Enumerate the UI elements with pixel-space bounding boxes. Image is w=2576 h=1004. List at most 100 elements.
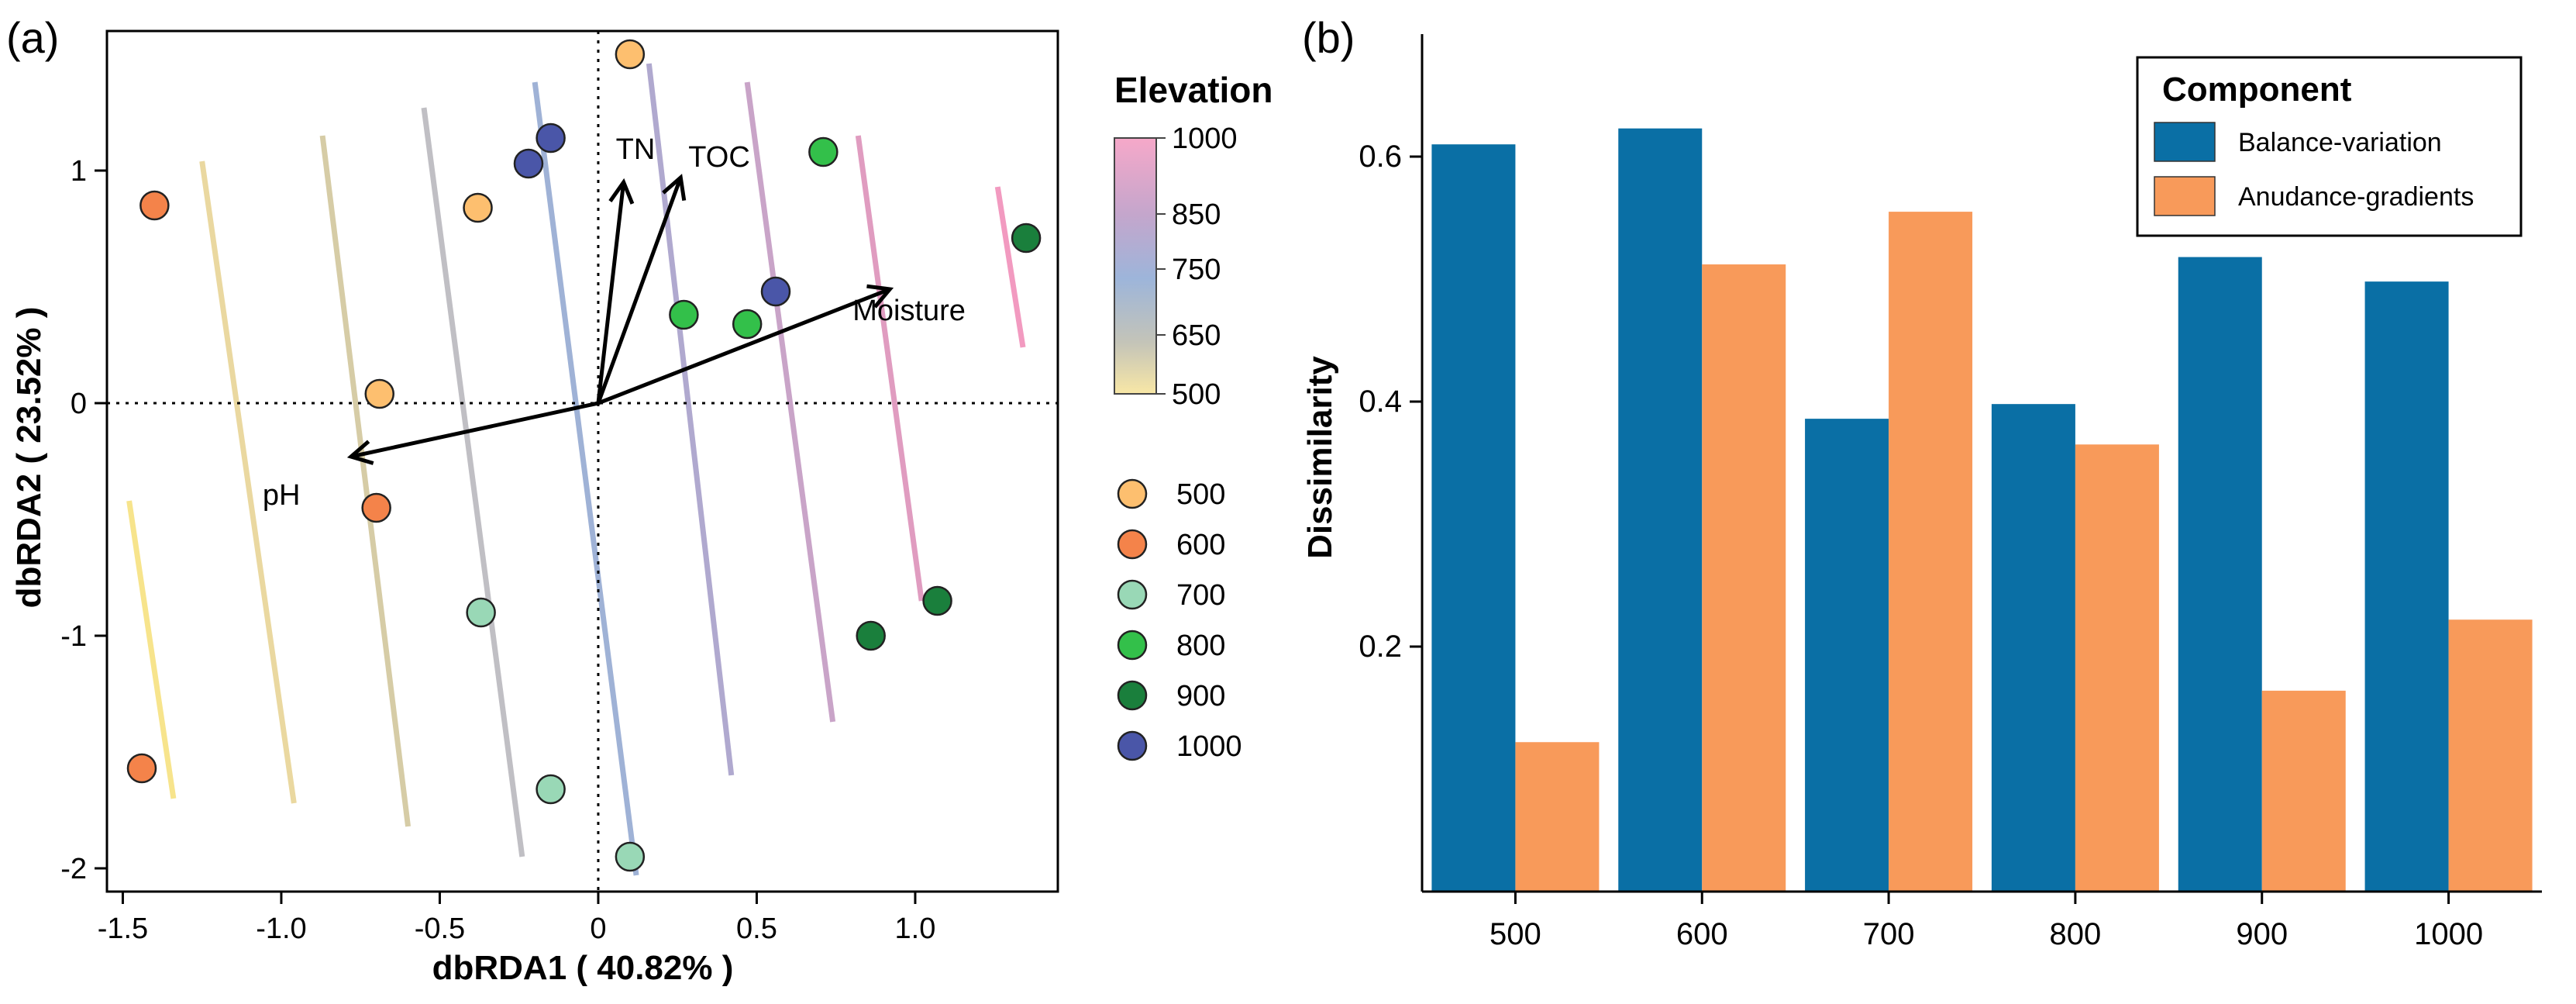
contour-line-550 (199, 160, 297, 804)
legend-title-b: Component (2162, 71, 2352, 109)
y-axis-label-a: dbRDA2 ( 23.52% ) (10, 307, 48, 609)
legend-label-600: 600 (1176, 529, 1225, 561)
vector-arrow-tn (596, 181, 626, 404)
x-tick-label-b: 900 (2236, 917, 2288, 951)
x-tick-label: 0.5 (736, 913, 777, 945)
x-axis-label-a: dbRDA1 ( 40.82% ) (432, 949, 734, 987)
plot-a-frame (105, 29, 1059, 893)
panel-a-label: (a) (6, 13, 59, 62)
contour-line-700 (532, 81, 639, 876)
colorbar-labels: 1000 850 750 650 500 (1156, 122, 1238, 411)
point-600-1 (139, 190, 170, 221)
legend-label-700: 700 (1176, 579, 1225, 612)
y-tick-label: 1 (71, 155, 87, 188)
vector-label-tn: TN (616, 133, 656, 166)
colorbar (1114, 137, 1157, 395)
point-800-2 (669, 299, 699, 330)
colorbar-label: 1000 (1172, 122, 1238, 155)
contour-line-900 (994, 186, 1026, 348)
x-tick-label-b: 800 (2050, 917, 2102, 951)
point-500-1 (615, 39, 646, 70)
vector-arrow-ph (350, 401, 599, 459)
colorbar-label: 650 (1172, 319, 1221, 352)
contour-line-500 (126, 500, 177, 799)
legend-marker-900 (1117, 680, 1148, 711)
legend-entries-b: Balance-variation Anudance-gradients (2154, 122, 2474, 216)
legend-marker-600 (1117, 529, 1148, 560)
sample-points (126, 39, 1042, 872)
vector-arrowhead-ph (346, 440, 374, 465)
y-tick-label-b: 0.2 (1359, 630, 1402, 664)
points-legend: 500 600 700 800 900 1000 (1117, 478, 1242, 763)
y-tick-label-b: 0.4 (1359, 385, 1402, 419)
vector-label-moisture: Moisture (852, 295, 966, 327)
point-900-1 (1011, 223, 1042, 254)
contour-lines (126, 63, 1026, 876)
contour-line-600 (319, 135, 412, 827)
bars (1431, 128, 2533, 892)
vector-arrowhead-toc (662, 174, 687, 202)
point-500-3 (364, 378, 394, 409)
bar-balance-variation-600 (1618, 128, 1703, 892)
y-tick-label: 0 (71, 388, 87, 420)
contour-line-850 (855, 135, 925, 602)
colorbar-label: 500 (1172, 378, 1221, 411)
legend-marker-500 (1117, 478, 1148, 509)
x-tick-label-b: 1000 (2414, 917, 2483, 951)
point-600-3 (126, 753, 157, 784)
x-tick-label: -0.5 (415, 913, 465, 945)
vector-arrow-moisture (598, 287, 891, 405)
point-600-2 (361, 492, 391, 523)
colorbar-label: 750 (1172, 254, 1221, 286)
x-tick-label: -1.0 (256, 913, 306, 945)
y-axis-ticks-b: 0.2 0.4 0.6 (1359, 140, 1422, 664)
contour-line-750 (646, 63, 735, 776)
y-tick-label: -2 (60, 853, 87, 885)
x-tick-label: 1.0 (895, 913, 936, 945)
point-1000-1 (536, 122, 566, 154)
x-tick-label-b: 700 (1863, 917, 1915, 951)
point-700-3 (615, 841, 646, 872)
legend-label-anudance-gradients: Anudance-gradients (2238, 182, 2474, 212)
legend-swatch-anudance-gradients (2154, 176, 2216, 216)
legend-marker-800 (1117, 630, 1148, 661)
legend-marker-700 (1117, 579, 1148, 610)
point-800-1 (808, 136, 839, 167)
y-axis-ticks: -2 -1 0 1 (60, 155, 107, 885)
vector-label-ph: pH (263, 479, 301, 512)
point-1000-3 (760, 276, 791, 307)
env-vectors: TN TOC Moisture pH (263, 133, 966, 512)
legend-marker-1000 (1117, 730, 1148, 761)
point-800-3 (732, 309, 763, 340)
bar-anudance-gradients-1000 (2448, 619, 2533, 892)
bar-balance-variation-500 (1431, 144, 1516, 892)
panel-b-label: (b) (1302, 13, 1355, 62)
bar-anudance-gradients-900 (2261, 690, 2346, 892)
x-axis-ticks-b: 500 600 700 800 900 1000 (1489, 892, 2483, 951)
bar-balance-variation-800 (1991, 404, 2075, 892)
bar-anudance-gradients-800 (2075, 444, 2159, 892)
vector-arrowhead-moisture (866, 284, 894, 309)
colorbar-title: Elevation (1114, 70, 1273, 110)
legend-label-1000: 1000 (1176, 730, 1242, 763)
colorbar-label: 850 (1172, 198, 1221, 231)
reference-lines (107, 31, 1058, 892)
legend-label-balance-variation: Balance-variation (2238, 128, 2442, 157)
contour-line-650 (421, 107, 525, 857)
bar-balance-variation-1000 (2364, 281, 2449, 892)
bar-anudance-gradients-700 (1889, 212, 1973, 892)
x-axis-ticks: -1.5 -1.0 -0.5 0 0.5 1.0 (98, 892, 936, 945)
x-tick-label: -1.5 (98, 913, 148, 945)
point-700-1 (466, 597, 496, 628)
x-tick-label-b: 600 (1676, 917, 1728, 951)
panel-b: (b) 0.2 0.4 0.6 500 600 700 800 900 1000 Dissim… (1301, 13, 2542, 951)
point-500-2 (463, 192, 493, 223)
bar-balance-variation-700 (1805, 419, 1889, 892)
bar-anudance-gradients-500 (1515, 742, 1600, 892)
point-900-2 (856, 620, 886, 651)
vector-label-toc: TOC (688, 141, 750, 174)
point-1000-2 (513, 148, 544, 179)
y-axis-label-b: Dissimilarity (1301, 356, 1339, 559)
